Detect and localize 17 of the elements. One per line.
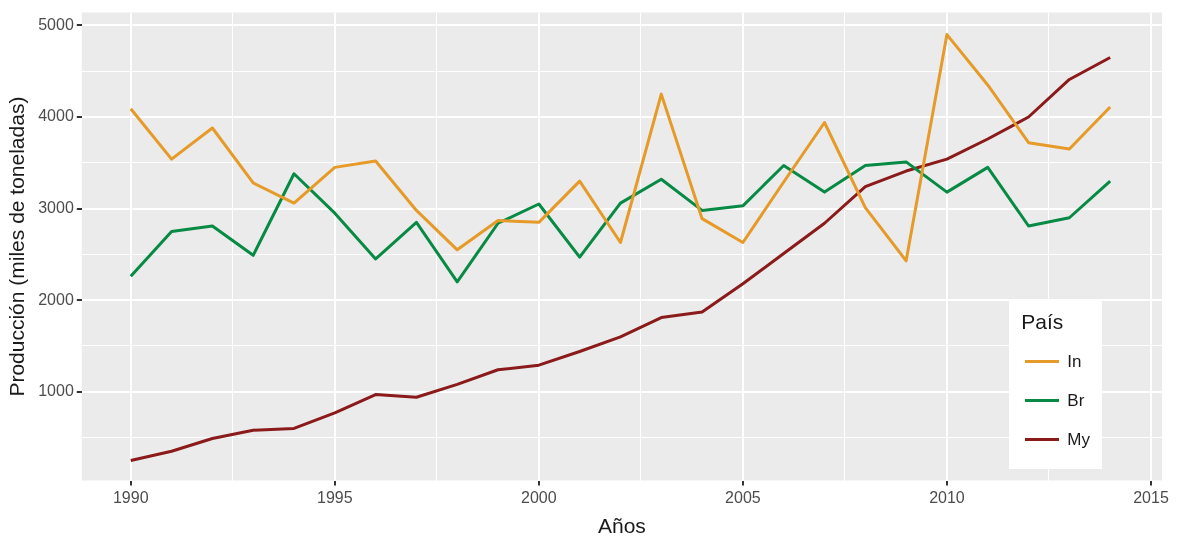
y-tick-label: 1000 [38, 382, 74, 400]
legend-label: My [1067, 429, 1090, 450]
y-tick-label: 3000 [38, 199, 74, 216]
y-tick-label: 5000 [38, 15, 74, 33]
legend-label: In [1067, 351, 1082, 372]
x-tick-label: 2005 [725, 488, 761, 506]
legend-title: País [1021, 310, 1065, 334]
x-tick-label: 2015 [1133, 488, 1169, 506]
y-tick-label: 4000 [38, 107, 74, 125]
x-tick-label: 1995 [317, 488, 353, 506]
y-axis-title: Producción (miles de toneladas) [5, 96, 29, 397]
x-tick-label: 1990 [112, 488, 149, 506]
y-tick-label: 2000 [38, 290, 74, 308]
x-axis-title: Años [597, 514, 646, 538]
legend-label: Br [1067, 390, 1085, 411]
x-tick-label: 2000 [521, 488, 557, 506]
x-tick-label: 2010 [929, 488, 965, 506]
